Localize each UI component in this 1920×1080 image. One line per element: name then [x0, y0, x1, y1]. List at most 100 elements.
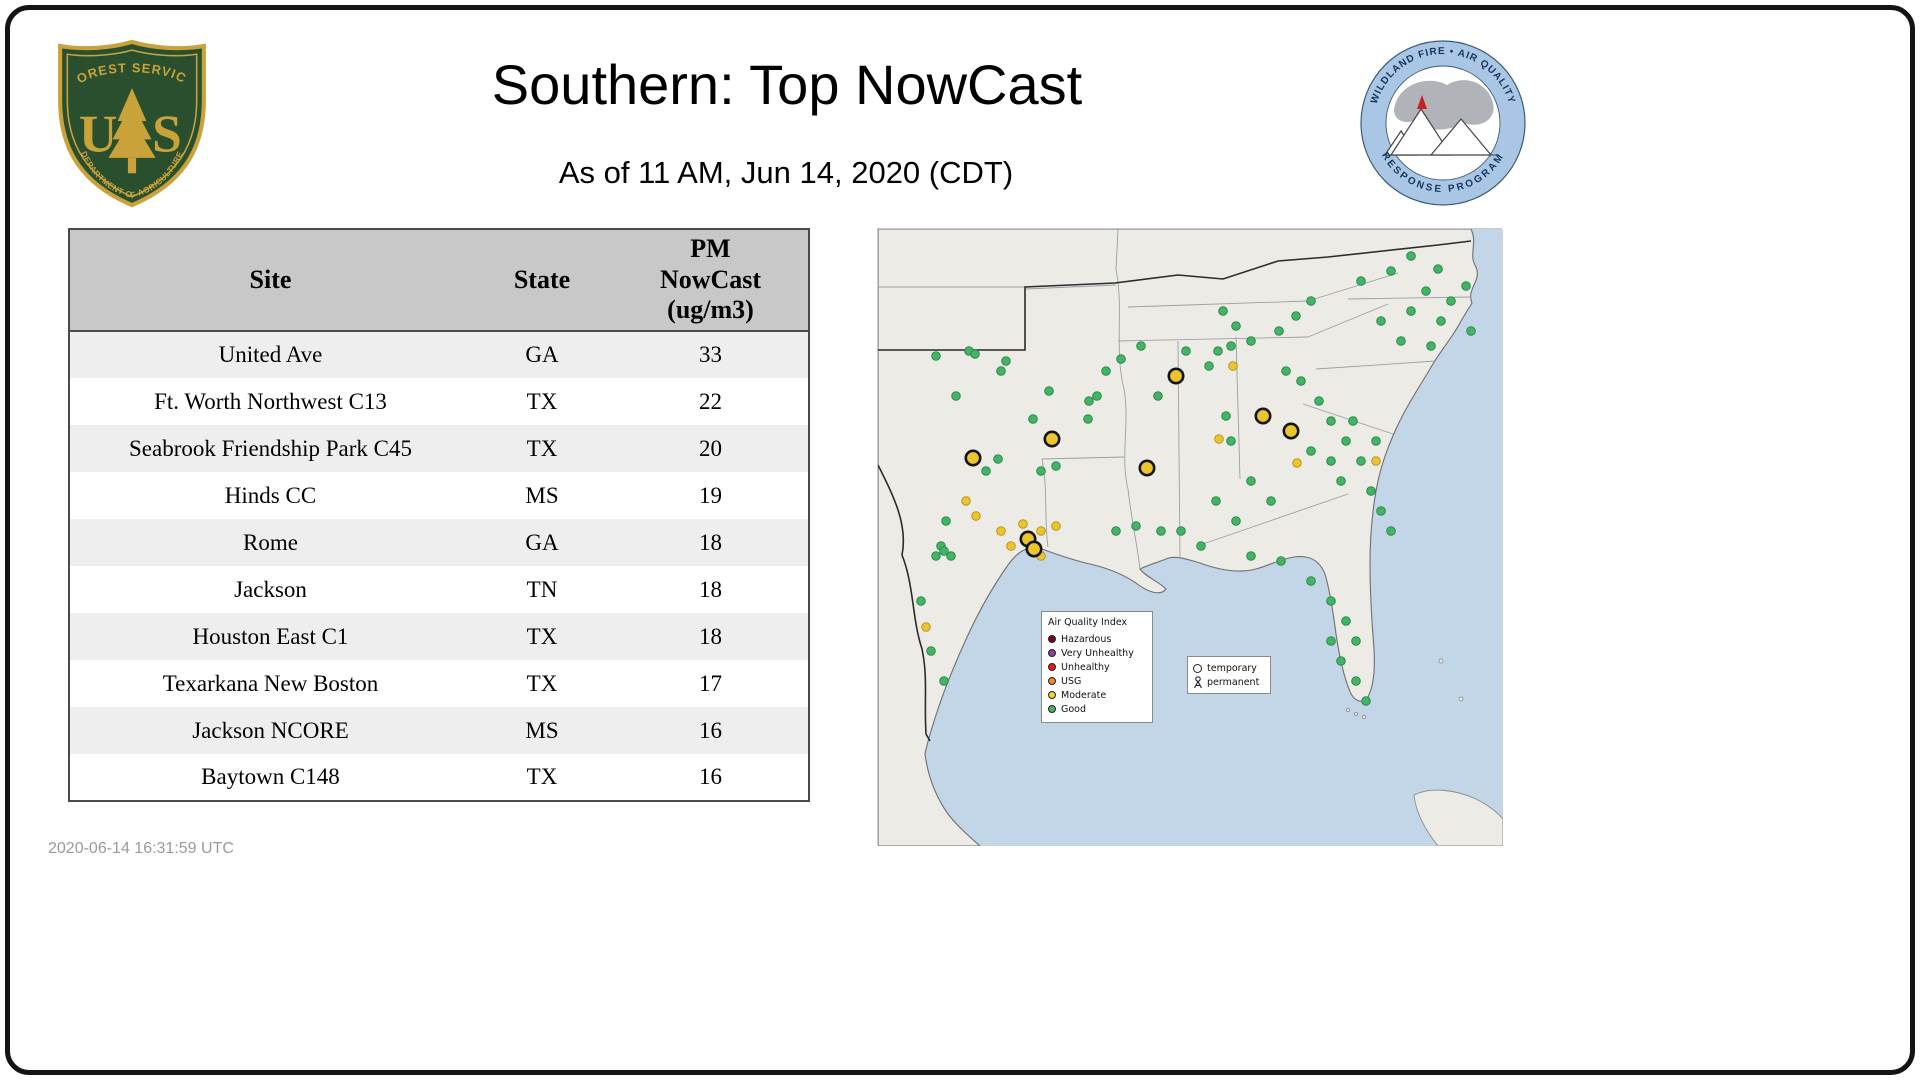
aqi-legend-item: Very Unhealthy [1048, 646, 1146, 660]
monitor-moderate-marker [1036, 526, 1046, 536]
monitor-good-marker [1131, 521, 1141, 531]
monitor-moderate-marker [1228, 361, 1238, 371]
table-row: Texarkana New Boston TX 17 [69, 660, 809, 707]
site-cell: Texarkana New Boston [162, 670, 379, 696]
monitor-good-marker [931, 551, 941, 561]
monitor-good-marker [1181, 346, 1191, 356]
monitor-good-marker [1231, 321, 1241, 331]
monitor-good-marker [1231, 516, 1241, 526]
monitor-good-marker [1036, 466, 1046, 476]
monitor-moderate-temporary-marker [1282, 422, 1300, 440]
monitor-good-marker [1436, 316, 1446, 326]
monitor-good-marker [1356, 456, 1366, 466]
aqi-item-label: Very Unhealthy [1061, 647, 1134, 659]
fs-letter-s: S [152, 104, 182, 164]
landmass [878, 229, 1478, 846]
state-cell: GA [525, 529, 559, 555]
region-border [878, 240, 1472, 742]
state-cell: MS [525, 717, 559, 743]
monitor-good-marker [1461, 281, 1471, 291]
aqi-swatch-icon [1048, 705, 1056, 713]
monitor-good-marker [1051, 461, 1061, 471]
pm-nowcast-cell: 22 [699, 388, 722, 414]
wfaqrp-logo: WILDLAND FIRE • AIR QUALITY RESPONSE PRO… [1358, 38, 1528, 208]
aqi-legend-item: Moderate [1048, 688, 1146, 702]
aqi-legend-item: Hazardous [1048, 632, 1146, 646]
nowcast-table: Site State PM NowCast (ug/m3) United Ave… [68, 228, 810, 802]
monitor-good-marker [926, 646, 936, 656]
aqi-legend-title: Air Quality Index [1048, 617, 1128, 628]
table-row: Jackson NCORE MS 16 [69, 707, 809, 754]
monitor-good-marker [1326, 596, 1336, 606]
table-row: Seabrook Friendship Park C45 TX 20 [69, 425, 809, 472]
site-cell: Jackson NCORE [192, 717, 349, 743]
monitor-good-marker [1266, 496, 1276, 506]
pm-nowcast-cell: 18 [699, 529, 722, 555]
site-cell: Jackson [234, 576, 307, 602]
wfaqrp-logo-icon: WILDLAND FIRE • AIR QUALITY RESPONSE PRO… [1360, 40, 1526, 206]
monitor-good-marker [1386, 526, 1396, 536]
monitor-good-marker [1371, 436, 1381, 446]
monitor-good-marker [1001, 356, 1011, 366]
monitor-good-marker [1044, 386, 1054, 396]
monitor-good-marker [1246, 551, 1256, 561]
page-subtitle: As of 11 AM, Jun 14, 2020 (CDT) [558, 155, 1014, 190]
pm-nowcast-cell: 18 [699, 576, 722, 602]
monitor-good-marker [1341, 616, 1351, 626]
pm-nowcast-cell: 18 [699, 623, 722, 649]
monitor-moderate-marker [1214, 434, 1224, 444]
aqi-legend-item: USG [1048, 674, 1146, 688]
monitor-moderate-marker [961, 496, 971, 506]
monitor-moderate-marker [996, 526, 1006, 536]
monitor-good-marker [1153, 391, 1163, 401]
monitor-moderate-temporary-marker [1025, 540, 1043, 558]
monitor-moderate-marker [1292, 458, 1302, 468]
pm-nowcast-cell: 33 [699, 342, 722, 367]
bahamas [1438, 658, 1464, 702]
site-cell: Hinds CC [224, 482, 317, 508]
monitor-good-marker [1101, 366, 1111, 376]
monitor-good-marker [996, 366, 1006, 376]
monitor-good-marker [1246, 476, 1256, 486]
page-title: Southern: Top NowCast [491, 53, 1083, 116]
pm-nowcast-column-header: PM NowCast (ug/m3) [613, 229, 809, 332]
monitor-good-marker [1406, 251, 1416, 261]
monitor-good-marker [1196, 541, 1206, 551]
monitor-good-marker [1386, 266, 1396, 276]
monitor-good-marker [1326, 456, 1336, 466]
site-column-header: Site [69, 229, 471, 332]
monitor-moderate-temporary-marker [1167, 367, 1185, 385]
monitor-good-marker [1111, 526, 1121, 536]
monitor-good-marker [1092, 391, 1102, 401]
site-cell: Baytown C148 [201, 764, 340, 789]
table-row: United Ave GA 33 [69, 331, 809, 378]
monitor-good-marker [1281, 366, 1291, 376]
monitor-good-marker [1366, 486, 1376, 496]
monitor-good-marker [1246, 336, 1256, 346]
site-cell: Seabrook Friendship Park C45 [128, 435, 412, 461]
monitor-good-marker [1306, 576, 1316, 586]
aqi-swatch-icon [1048, 649, 1056, 657]
monitor-good-marker [1291, 311, 1301, 321]
aqi-item-label: Moderate [1061, 689, 1107, 701]
monitor-good-marker [1326, 636, 1336, 646]
pm-nowcast-cell: 17 [699, 670, 722, 696]
state-cell: TX [526, 623, 558, 649]
monitor-good-marker [1466, 326, 1476, 336]
monitor-good-marker [993, 454, 1003, 464]
forest-service-logo: FOREST SERVICE U S DEPARTMENT OF AGRICUL… [50, 25, 209, 210]
permanent-label: permanent [1207, 676, 1260, 688]
map-panel: Air Quality Index Hazardous Very Unhealth… [877, 228, 1503, 846]
monitor-good-marker [970, 349, 980, 359]
monitor-moderate-marker [921, 622, 931, 632]
monitor-moderate-temporary-marker [964, 449, 982, 467]
aqi-swatch-icon [1048, 677, 1056, 685]
state-cell: TX [526, 435, 558, 461]
monitor-good-marker [1306, 446, 1316, 456]
flame-icon [1417, 95, 1427, 109]
state-cell: TN [526, 576, 558, 602]
pm-nowcast-cell: 19 [699, 482, 722, 508]
aqi-legend-item: Unhealthy [1048, 660, 1146, 674]
aqi-legend-item: Good [1048, 702, 1146, 716]
nowcast-table-body: United Ave GA 33 Ft. Worth Northwest C13 TX 2… [69, 331, 809, 801]
